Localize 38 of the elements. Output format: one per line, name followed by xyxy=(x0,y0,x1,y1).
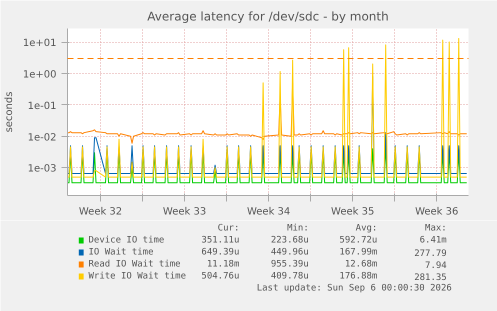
text: 351.11u xyxy=(201,236,240,246)
text: 7.94 xyxy=(425,261,447,271)
y-tick-label: 1e+01 xyxy=(22,38,57,50)
text: 409.78u xyxy=(270,272,309,282)
legend-label: Write IO Wait time xyxy=(88,272,186,282)
text: 277.79 xyxy=(414,249,447,259)
legend-label: Read IO Wait time xyxy=(88,260,181,270)
text: 955.39u xyxy=(270,260,309,270)
y-tick-label: 1e-02 xyxy=(28,132,57,144)
text: 11.18m xyxy=(206,260,240,270)
chart-title: Average latency for /dev/sdc - by month xyxy=(147,10,389,24)
text: 449.96u xyxy=(270,248,309,258)
text: Min: xyxy=(287,224,309,234)
y-tick-label: 1e-01 xyxy=(28,100,57,112)
y-tick-label: 1e-03 xyxy=(28,164,57,175)
text: 176.88m xyxy=(339,272,378,282)
text: Cur: xyxy=(218,224,240,234)
text: 281.35 xyxy=(414,273,447,283)
text: 592.72u xyxy=(339,236,378,246)
text: Last update: Sun Sep 6 00:00:30 2026 xyxy=(256,284,452,294)
text: 649.39u xyxy=(201,248,240,258)
legend-label: IO Wait time xyxy=(88,248,154,258)
text: Avg: xyxy=(356,224,378,234)
text: 6.41m xyxy=(420,236,447,246)
text: 12.68m xyxy=(344,260,378,270)
x-tick-label: Week 33 xyxy=(162,206,206,218)
text: Max: xyxy=(425,224,447,234)
text: 167.99m xyxy=(339,248,378,258)
y-tick-label: 1e+00 xyxy=(22,69,57,80)
text: 223.68u xyxy=(270,236,309,246)
x-tick-label: Week 35 xyxy=(331,206,374,218)
y-axis-title: seconds xyxy=(4,92,15,132)
line-series xyxy=(68,38,468,178)
x-tick-label: Week 36 xyxy=(415,206,458,218)
x-tick-label: Week 32 xyxy=(78,206,122,218)
text: 504.76u xyxy=(201,272,240,282)
legend-label: Device IO time xyxy=(88,236,164,246)
x-tick-label: Week 34 xyxy=(246,206,290,218)
